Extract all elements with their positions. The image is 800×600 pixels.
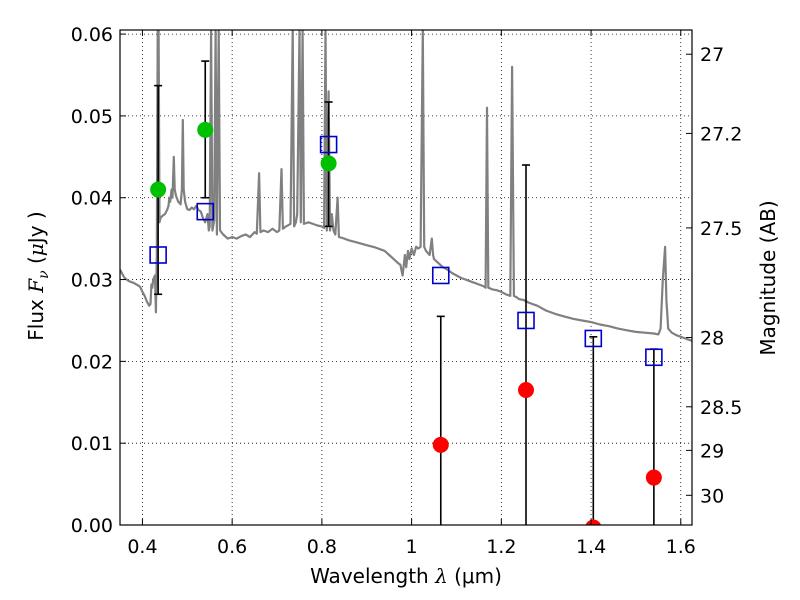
x-tick-label: 0.6 xyxy=(217,536,247,558)
y2-tick-labels: 27 27.2 27.5 28 28.5 29 30 xyxy=(700,44,742,507)
x-tick-label: 1.6 xyxy=(666,536,696,558)
y-tick-label: 0.00 xyxy=(71,515,113,537)
y-tick-labels: 0.00 0.01 0.02 0.03 0.04 0.05 0.06 xyxy=(71,24,113,537)
x-tick-label: 1.2 xyxy=(486,536,516,558)
y-tick-label: 0.04 xyxy=(71,188,113,210)
upper-limit-point xyxy=(518,382,535,398)
x-tick-label: 1.4 xyxy=(576,536,606,558)
y2-tick-label: 27 xyxy=(700,44,724,66)
model-square xyxy=(517,311,535,330)
x-tick-labels: 0.4 0.6 0.8 1 1.2 1.4 1.6 xyxy=(127,536,696,558)
x-axis-label: Wavelength λ (μm) xyxy=(310,564,502,588)
detection-point xyxy=(197,121,214,138)
y-tick-label: 0.01 xyxy=(71,433,113,455)
model-square xyxy=(584,329,603,348)
y-axis-label: Flux Fν (μJy ) xyxy=(24,211,52,340)
model-square xyxy=(196,202,215,221)
y2-tick-label: 28.5 xyxy=(700,397,742,419)
y-tick-label: 0.02 xyxy=(71,351,113,373)
detection-point xyxy=(320,155,337,172)
y2-tick-label: 29 xyxy=(700,440,724,462)
model-square xyxy=(319,135,338,154)
upper-limit-point xyxy=(645,469,662,486)
model-square xyxy=(645,348,663,367)
plot-frame xyxy=(119,29,693,526)
axis-ticks xyxy=(120,30,692,526)
x-tick-label: 0.8 xyxy=(307,536,337,558)
model-square xyxy=(149,246,167,264)
detection-point xyxy=(150,181,167,198)
y2-tick-label: 30 xyxy=(700,485,724,507)
data-markers xyxy=(149,121,663,525)
spectrum-line xyxy=(120,30,692,342)
y2-tick-label: 27.5 xyxy=(700,218,742,240)
x-tick-label: 1 xyxy=(406,536,418,558)
y-tick-label: 0.05 xyxy=(71,106,113,128)
x-tick-label: 0.4 xyxy=(127,536,157,558)
y2-tick-label: 27.2 xyxy=(700,123,742,145)
upper-limit-point xyxy=(432,436,449,453)
model-spectrum xyxy=(120,30,692,342)
error-bars xyxy=(154,60,658,525)
y-tick-label: 0.03 xyxy=(71,270,113,292)
model-square xyxy=(431,266,450,285)
y2-tick-label: 28 xyxy=(700,328,724,350)
upper-limit-point xyxy=(585,519,601,525)
y2-axis-label: Magnitude (AB) xyxy=(756,200,780,355)
y-tick-label: 0.06 xyxy=(71,24,113,46)
